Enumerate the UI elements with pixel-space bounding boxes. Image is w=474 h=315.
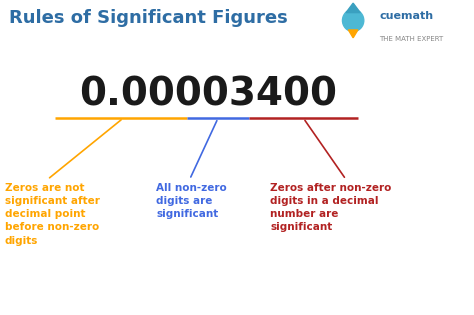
Text: Zeros are not
significant after
decimal point
before non-zero
digits: Zeros are not significant after decimal … xyxy=(5,183,100,245)
Text: Rules of Significant Figures: Rules of Significant Figures xyxy=(9,9,288,27)
Text: 0.00003400: 0.00003400 xyxy=(80,76,337,113)
Polygon shape xyxy=(346,3,360,13)
Text: All non-zero
digits are
significant: All non-zero digits are significant xyxy=(156,183,227,219)
Text: THE MATH EXPERT: THE MATH EXPERT xyxy=(379,36,444,42)
Polygon shape xyxy=(348,30,358,38)
Ellipse shape xyxy=(342,9,364,32)
Text: Zeros after non-zero
digits in a decimal
number are
significant: Zeros after non-zero digits in a decimal… xyxy=(270,183,392,232)
Text: cuemath: cuemath xyxy=(379,11,433,21)
